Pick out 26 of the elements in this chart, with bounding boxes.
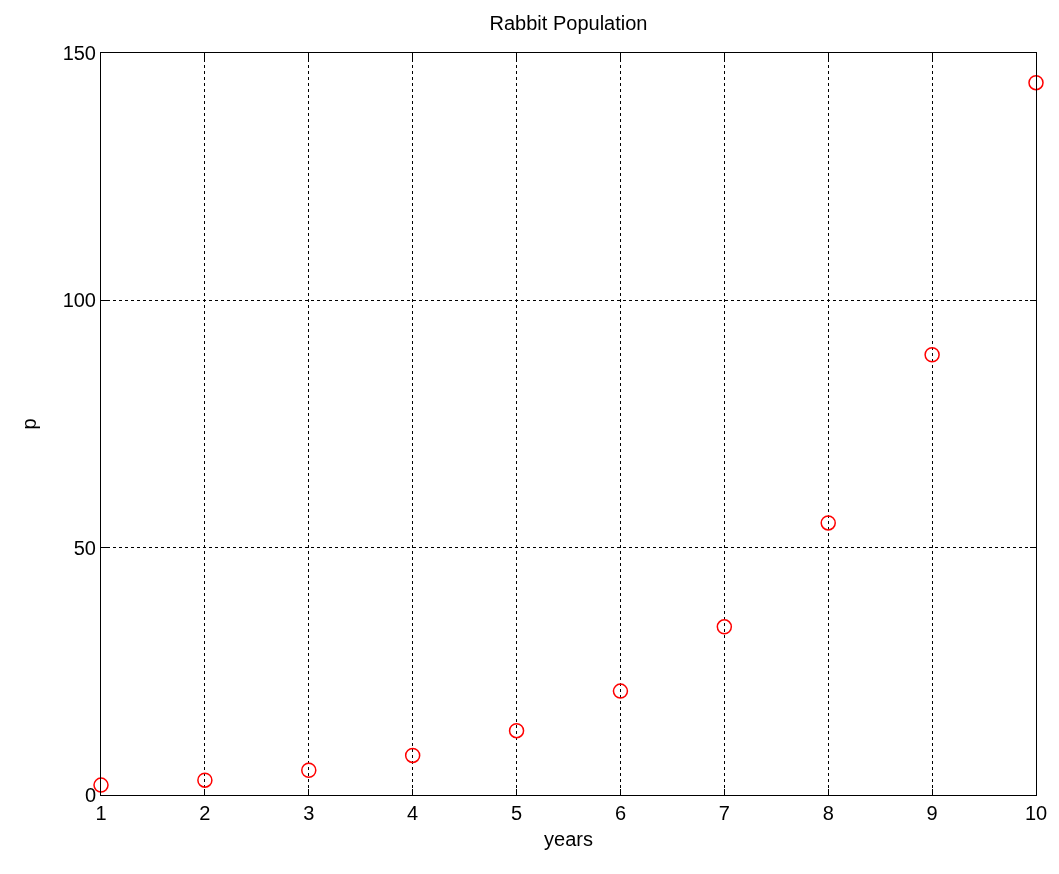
x-tick-label: 9: [926, 802, 938, 824]
x-tick-label: 4: [407, 802, 419, 824]
x-tick-label: 1: [95, 802, 107, 824]
y-axis-title: p: [18, 418, 41, 430]
x-tick-label: 3: [303, 802, 315, 824]
x-tick-label: 6: [614, 802, 626, 824]
x-tick-label: 10: [1024, 802, 1048, 824]
point: [508, 722, 525, 739]
point: [404, 747, 421, 764]
chart-title: Rabbit Population: [489, 12, 648, 34]
x-axis-title: years: [544, 827, 593, 850]
y-tick-label: 50: [73, 536, 96, 559]
point: [612, 683, 629, 699]
x-tick-label: 7: [718, 802, 730, 824]
y-tick-label: 100: [62, 289, 96, 312]
y-tick-label: 150: [62, 42, 96, 64]
point: [301, 762, 317, 779]
point: [924, 347, 940, 363]
point: [820, 515, 836, 531]
point: [197, 772, 213, 788]
x-tick-label: 5: [511, 802, 523, 824]
point: [716, 619, 733, 635]
point: [1028, 74, 1044, 91]
x-tick-label: 8: [822, 802, 834, 824]
y-tick-label: 0: [84, 784, 96, 806]
x-tick-label: 2: [199, 802, 211, 824]
